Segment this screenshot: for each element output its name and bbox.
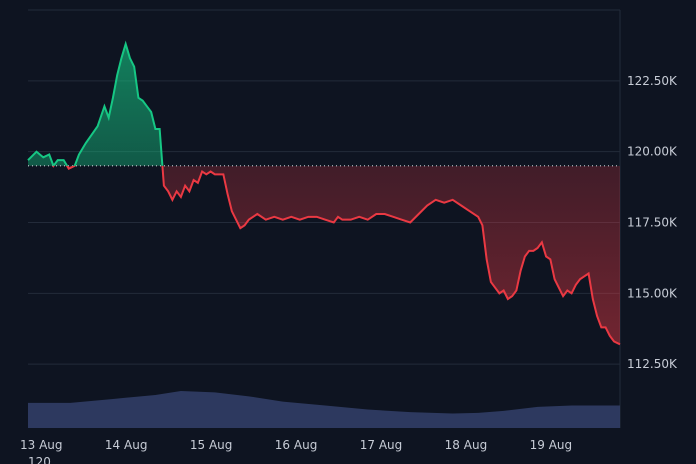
y-tick-label: 115.00K xyxy=(627,286,678,300)
x-axis: 13 Aug 14 Aug 15 Aug 16 Aug 17 Aug 18 Aug 19 A… xyxy=(20,438,572,464)
line-above-baseline xyxy=(27,40,164,166)
line-below-baseline xyxy=(52,165,621,346)
x-tick-label: 19 Aug xyxy=(530,438,573,452)
x-tick-label: 13 Aug xyxy=(20,438,63,452)
y-tick-label: 122.50K xyxy=(627,74,678,88)
area-below-baseline xyxy=(67,165,620,345)
x-tick-label: 16 Aug xyxy=(275,438,318,452)
price-line xyxy=(27,40,621,346)
volume-shape xyxy=(28,391,620,428)
volume-area xyxy=(28,391,620,428)
area-above-baseline xyxy=(28,44,620,166)
x-tick-label: 18 Aug xyxy=(445,438,488,452)
y-tick-label: 120.00K xyxy=(627,145,678,159)
y-tick-label: 117.50K xyxy=(627,216,678,230)
price-area xyxy=(28,44,620,345)
x-tick-label: 17 Aug xyxy=(360,438,403,452)
y-tick-label: 112.50K xyxy=(627,357,678,371)
y-axis: 122.50K 120.00K 117.50K 115.00K 112.50K xyxy=(627,74,678,371)
x-tick-label: 15 Aug xyxy=(190,438,233,452)
stray-axis-label: 120 xyxy=(28,455,51,464)
x-tick-label: 14 Aug xyxy=(105,438,148,452)
